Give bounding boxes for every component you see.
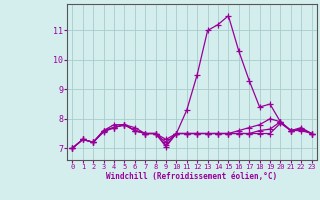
- X-axis label: Windchill (Refroidissement éolien,°C): Windchill (Refroidissement éolien,°C): [107, 172, 277, 181]
